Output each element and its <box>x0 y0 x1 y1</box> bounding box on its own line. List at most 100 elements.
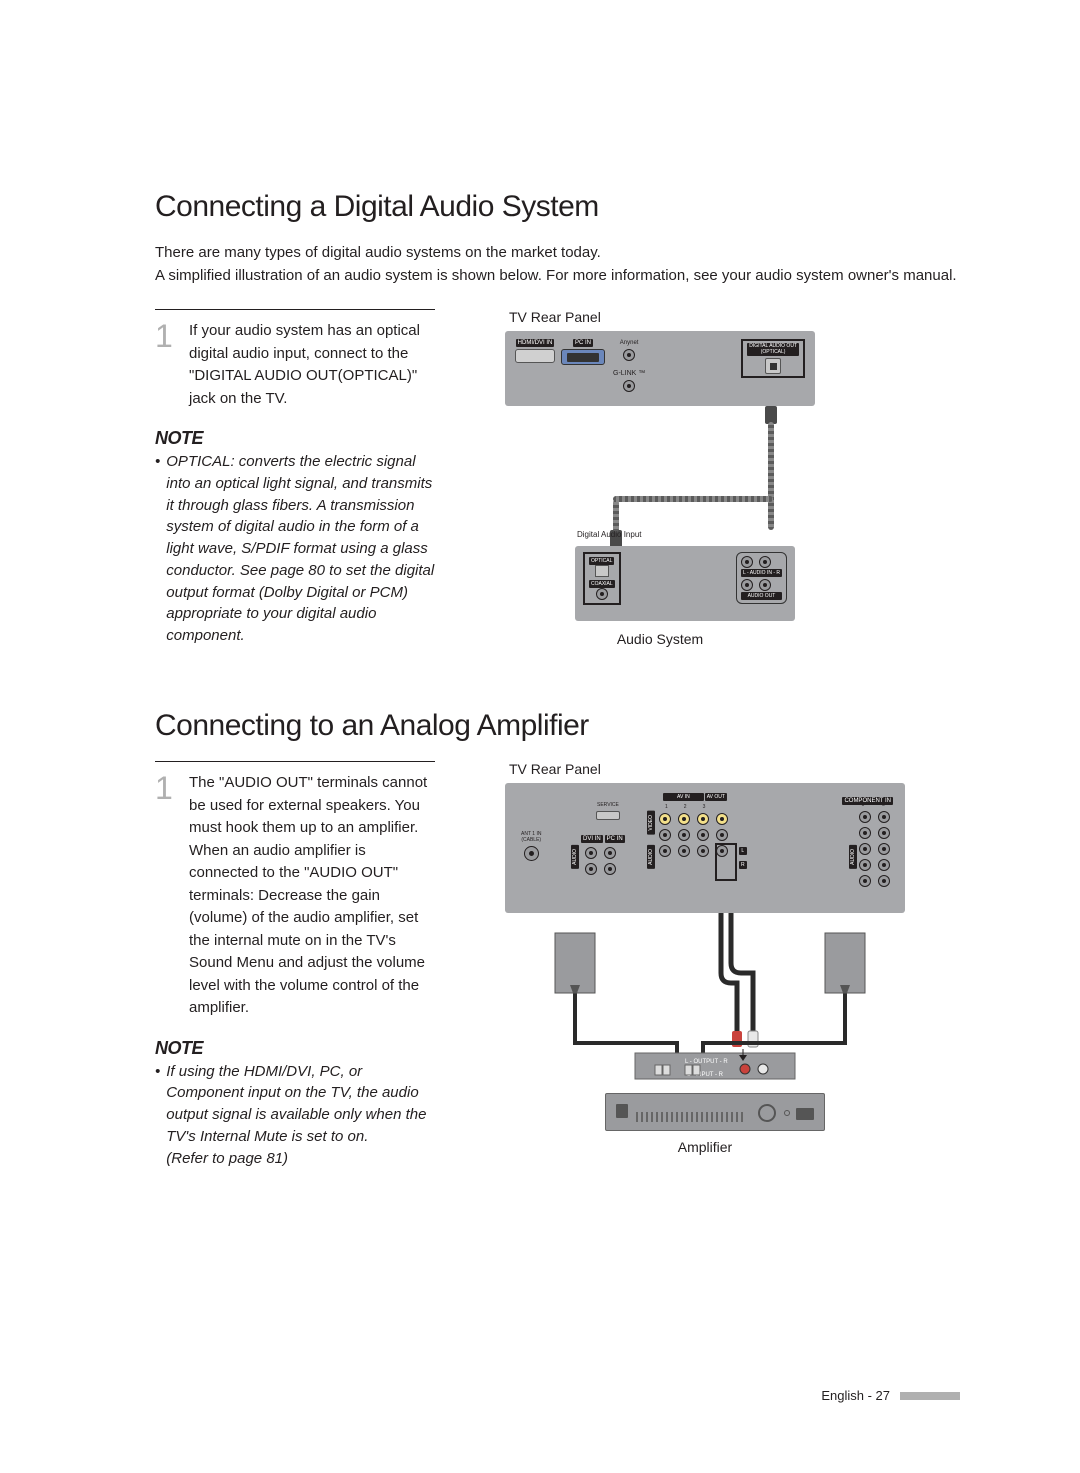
jack-icon <box>697 829 709 841</box>
audio-out-l-jack-icon <box>741 579 753 591</box>
service-label: SERVICE <box>595 801 621 809</box>
avin-2: 2 <box>682 803 689 811</box>
jack-icon <box>659 829 671 841</box>
coaxial-jack-icon <box>596 588 608 600</box>
step-text: The "AUDIO OUT" terminals cannot be used… <box>189 772 435 1020</box>
dvi-in-header: DVI IN <box>581 835 603 843</box>
amplifier-graphic <box>605 1093 825 1131</box>
footer-bar-icon <box>900 1392 960 1400</box>
coaxial-label: COAXIAL <box>589 580 615 588</box>
video-vert-label: VIDEO <box>647 811 655 835</box>
audio-out-r-jack-icon <box>759 579 771 591</box>
section1-diagram: TV Rear Panel HDMI/DVI IN PC IN <box>505 309 960 653</box>
section-digital-audio: Connecting a Digital Audio System There … <box>155 190 960 653</box>
audio-vert-label: AUDIO <box>571 845 579 869</box>
optical-cable-graphic <box>505 406 815 546</box>
service-port-icon <box>596 811 620 820</box>
optical-in-label: OPTICAL <box>589 557 614 565</box>
avin-1: 1 <box>663 803 670 811</box>
jack-icon <box>878 843 890 855</box>
pcin-label: PC IN <box>573 339 593 347</box>
jack-icon <box>678 845 690 857</box>
pc-in-header: PC IN <box>605 835 625 843</box>
manual-page: Connecting a Digital Audio System There … <box>0 0 1080 1229</box>
bullet-icon: • <box>155 1061 160 1170</box>
analog-cables-graphic: L - OUTPUT - R L - INPUT - R <box>505 913 905 1093</box>
audio-vert-label-2: AUDIO <box>647 845 655 869</box>
jack-icon <box>659 845 671 857</box>
comp-1: 1 <box>859 801 866 809</box>
jack-icon <box>859 843 871 855</box>
audio-in-r-jack-icon <box>759 556 771 568</box>
section1-instructions: 1 If your audio system has an optical di… <box>155 309 435 647</box>
amplifier-label: Amplifier <box>505 1139 905 1155</box>
section1-title: Connecting a Digital Audio System <box>155 190 960 224</box>
jack-icon <box>585 863 597 875</box>
bullet-icon: • <box>155 451 160 647</box>
audio-in-lr-label: L - AUDIO IN - R <box>741 569 782 577</box>
dig-audio-in-caption: Digital Audio Input <box>577 530 642 539</box>
section1-step: 1 If your audio system has an optical di… <box>155 309 435 410</box>
comp-2: 2 <box>880 801 887 809</box>
section2-step: 1 The "AUDIO OUT" terminals cannot be us… <box>155 761 435 1020</box>
audio-vert-label-3: AUDIO <box>849 845 857 869</box>
optical-port-icon <box>765 358 781 374</box>
tv-rear-panel-label: TV Rear Panel <box>509 309 960 325</box>
tv-rear-panel-graphic: HDMI/DVI IN PC IN Anynet G-LI <box>505 331 815 406</box>
anynet-label: Anynet <box>618 339 641 347</box>
jack-icon <box>604 863 616 875</box>
step-text: If your audio system has an optical digi… <box>189 320 435 410</box>
glink-jack-icon <box>623 380 635 392</box>
note-heading: NOTE <box>155 428 435 449</box>
jack-icon <box>859 827 871 839</box>
jack-icon <box>604 847 616 859</box>
l-label: L <box>739 847 747 855</box>
jack-icon <box>878 811 890 823</box>
video-jack-icon <box>659 813 671 825</box>
section1-intro: There are many types of digital audio sy… <box>155 242 960 287</box>
ant-label: ANT 1 IN (CABLE) <box>519 831 543 844</box>
digital-out-label: DIGITAL AUDIO OUT (OPTICAL) <box>747 343 799 356</box>
page-footer: English - 27 <box>821 1388 960 1403</box>
section2-instructions: 1 The "AUDIO OUT" terminals cannot be us… <box>155 761 435 1169</box>
jack-icon <box>697 845 709 857</box>
note-body: If using the HDMI/DVI, PC, or Component … <box>166 1061 435 1170</box>
avin-3: 3 <box>701 803 708 811</box>
section1-note: NOTE • OPTICAL: converts the electric si… <box>155 428 435 647</box>
audio-system-label: Audio System <box>505 631 815 647</box>
tv-rear-panel-label-2: TV Rear Panel <box>509 761 960 777</box>
section-analog-amplifier: Connecting to an Analog Amplifier 1 The … <box>155 709 960 1169</box>
audio-out-lr-label: AUDIO OUT <box>741 592 782 600</box>
note-heading: NOTE <box>155 1038 435 1059</box>
hdmi-label: HDMI/DVI IN <box>516 339 555 347</box>
step-number-icon: 1 <box>155 320 177 410</box>
audio-in-l-jack-icon <box>741 556 753 568</box>
avout-header: AV OUT <box>705 793 727 801</box>
section2-title: Connecting to an Analog Amplifier <box>155 709 960 743</box>
jack-icon <box>878 827 890 839</box>
hdmi-port-icon <box>515 349 555 363</box>
r-label: R <box>739 861 747 869</box>
anynet-jack-icon <box>623 349 635 361</box>
jack-icon <box>859 875 871 887</box>
note-body: OPTICAL: converts the electric signal in… <box>166 451 435 647</box>
video-jack-icon <box>716 813 728 825</box>
video-jack-icon <box>697 813 709 825</box>
jack-icon <box>878 875 890 887</box>
jack-icon <box>859 811 871 823</box>
jack-icon <box>678 829 690 841</box>
avin-header: AV IN <box>663 793 704 801</box>
jack-icon <box>859 859 871 871</box>
section2-note: NOTE • If using the HDMI/DVI, PC, or Com… <box>155 1038 435 1170</box>
tv-rear-panel-large-graphic: ANT 1 IN (CABLE) SERVICE DVI IN PC IN <box>505 783 905 913</box>
jack-icon <box>878 859 890 871</box>
jack-icon <box>716 845 728 857</box>
output-lr-label: L - OUTPUT - R <box>685 1059 728 1065</box>
video-jack-icon <box>678 813 690 825</box>
glink-label: G-LINK ™ <box>611 369 647 378</box>
footer-text: English - 27 <box>821 1388 890 1403</box>
vga-port-icon <box>561 349 605 365</box>
optical-in-port-icon <box>595 565 609 577</box>
section2-diagram: TV Rear Panel ANT 1 IN (CABLE) SERVICE <box>505 761 960 1161</box>
jack-icon <box>585 847 597 859</box>
